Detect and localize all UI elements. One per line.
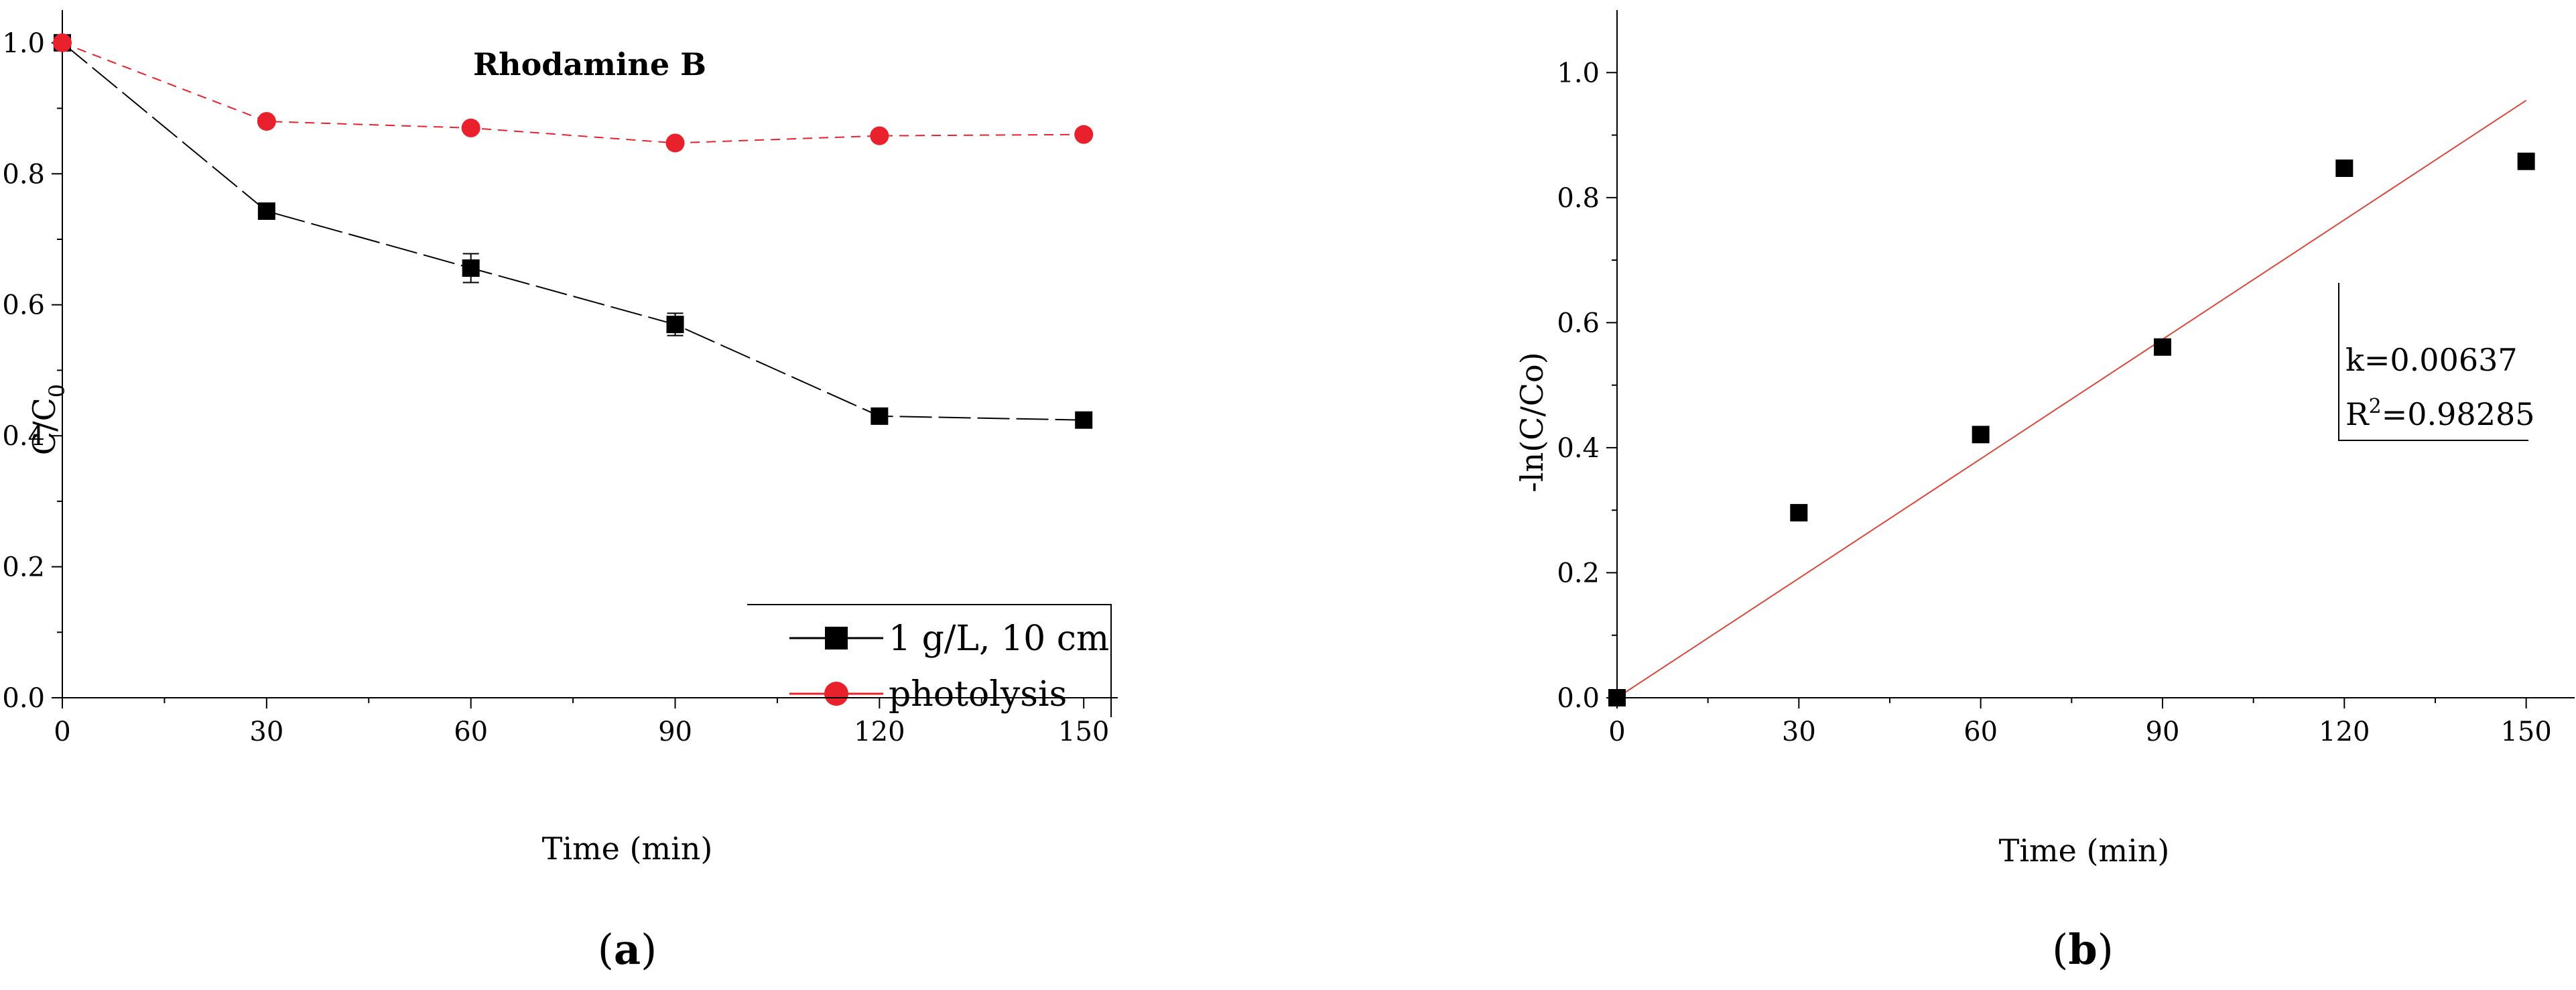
panel-b-y-tick-label: 0.8: [1557, 183, 1600, 214]
panel-b-y-tick-label: 0.2: [1557, 558, 1600, 589]
panel-a-series-1-point: [1075, 411, 1093, 429]
panel-b-x-tick-label: 0: [1608, 717, 1625, 747]
panel-b-fit-annotation: k=0.00637 R2=0.98285: [2338, 283, 2535, 441]
panel-b-y-tick-label: 0.0: [1557, 683, 1600, 714]
panel-a-x-tick-label: 150: [1058, 717, 1109, 747]
panel-a-y-tick-label: 0.4: [2, 421, 45, 452]
panel-a-label: (a): [598, 925, 657, 974]
panel-a-legend-text-2: photolysis: [889, 674, 1067, 715]
panel-b-r2-text: R2=0.98285: [2345, 395, 2535, 432]
panel-a-legend-text-1: 1 g/L, 10 cm: [889, 619, 1109, 659]
panel-a-y-axis-title: C/C0: [26, 384, 70, 455]
panel-b-series-1-point: [2517, 152, 2535, 170]
panel-b-x-axis-title: Time (min): [1999, 832, 2170, 869]
panel-b-y-tick-label: 0.6: [1557, 308, 1600, 338]
panel-a-x-tick-label: 60: [454, 717, 488, 747]
panel-a: Rhodamine B Time (min) C/C0 (a) 1 g/L, 1…: [2, 10, 1118, 974]
panel-b-x-tick-label: 30: [1782, 717, 1816, 747]
panel-b-series-1-point: [2335, 159, 2354, 177]
panel-b-x-tick-label: 120: [2319, 717, 2370, 747]
panel-a-x-tick-label: 0: [54, 717, 70, 747]
panel-a-legend-marker-2: [824, 682, 848, 706]
panel-a-x-axis-title: Time (min): [542, 830, 713, 867]
panel-a-legend: 1 g/L, 10 cm photolysis: [747, 604, 1112, 717]
panel-a-y-tick-label: 0.0: [2, 683, 45, 714]
panel-b-annotation-frame: [2338, 283, 2528, 441]
panel-a-series-2-line: [62, 42, 1084, 144]
panel-b-series-1-point: [1608, 689, 1626, 706]
panel-a-title: Rhodamine B: [473, 46, 706, 82]
panel-b: Time (min) -ln(C/Co) (b) k=0.00637 R2=0.…: [1514, 10, 2575, 974]
panel-b-x-tick-label: 150: [2500, 717, 2551, 747]
panel-a-y-tick-label: 0.6: [2, 290, 45, 321]
panel-a-series-2-point: [665, 133, 685, 153]
panel-b-k-text: k=0.00637: [2345, 342, 2518, 378]
panel-a-x-tick-label: 120: [854, 717, 905, 747]
panel-a-series-2-point: [1074, 125, 1094, 144]
panel-a-legend-marker-1: [825, 627, 848, 649]
panel-a-series-2-point: [257, 112, 276, 131]
panel-a-series-1-point: [666, 316, 684, 334]
panel-a-x-tick-label: 90: [658, 717, 692, 747]
panel-b-y-axis-title: -ln(C/Co): [1514, 352, 1550, 492]
panel-b-series-1-point: [2153, 338, 2171, 356]
panel-a-series-1-line: [62, 42, 1084, 421]
panel-a-series-1-point: [462, 259, 480, 277]
panel-b-x-tick-label: 90: [2146, 717, 2180, 747]
panel-a-y-tick-label: 0.2: [2, 552, 45, 583]
panel-b-label: (b): [2052, 925, 2114, 974]
panel-a-y-tick-label: 1.0: [2, 28, 45, 59]
panel-a-y-tick-label: 0.8: [2, 159, 45, 190]
panel-b-series-1-point: [1972, 426, 1990, 444]
panel-a-series-1-point: [871, 407, 889, 425]
panel-a-x-tick-label: 30: [249, 717, 283, 747]
panel-b-series-1-point: [1790, 503, 1808, 521]
panel-b-fit-line: [1616, 99, 2527, 698]
panel-b-x-tick-label: 60: [1963, 717, 1998, 747]
panel-a-legend-frame: [747, 604, 1112, 717]
panel-a-series-1-point: [257, 202, 275, 220]
panel-b-y-tick-label: 1.0: [1557, 58, 1600, 88]
panel-a-series-2-point: [461, 118, 480, 137]
panel-b-y-tick-label: 0.4: [1557, 433, 1600, 464]
panel-a-series-2-point: [870, 126, 889, 145]
panel-a-series-2-point: [53, 33, 72, 52]
